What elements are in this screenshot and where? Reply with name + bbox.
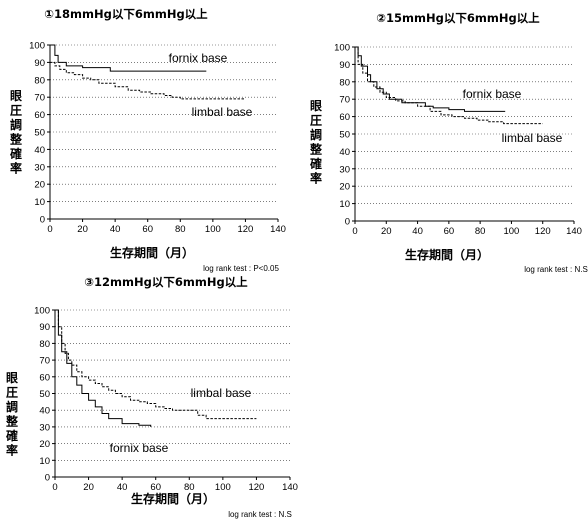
y-tick-label: 90: [39, 322, 50, 333]
y-tick-label: 10: [34, 197, 45, 208]
log-rank-annotation: log rank test : N.S: [524, 265, 588, 274]
y-tick-label: 80: [39, 339, 50, 350]
y-tick-label: 60: [34, 110, 45, 121]
y-tick-label: 100: [334, 43, 350, 54]
x-tick-label: 120: [535, 226, 551, 237]
x-tick-label: 20: [83, 482, 94, 493]
log-rank-annotation: log rank test : N.S: [228, 510, 292, 519]
y-tick-label: 50: [39, 389, 50, 400]
x-tick-label: 20: [381, 226, 392, 237]
y-tick-label: 70: [39, 356, 50, 367]
y-tick-label: 40: [39, 406, 50, 417]
series-line-limbal-base: [50, 61, 246, 100]
x-tick-label: 60: [444, 226, 455, 237]
series-line-fornix-base: [50, 44, 207, 72]
y-tick-label: 40: [339, 147, 350, 158]
x-tick-label: 0: [47, 224, 52, 235]
series-label: limbal base: [192, 105, 253, 119]
x-tick-label: 40: [117, 482, 128, 493]
series-line-limbal-base: [355, 46, 543, 125]
x-tick-label: 40: [412, 226, 423, 237]
series-label: limbal base: [502, 131, 563, 145]
series-label: fornix base: [169, 51, 228, 65]
series-line-fornix-base: [355, 46, 506, 112]
x-tick-label: 80: [475, 226, 486, 237]
y-tick-label: 30: [34, 162, 45, 173]
series-line-fornix-base: [55, 309, 152, 427]
series-label: fornix base: [463, 87, 522, 101]
series-label: limbal base: [191, 386, 252, 400]
x-tick-label: 80: [175, 224, 186, 235]
x-tick-label: 140: [282, 482, 298, 493]
y-tick-label: 0: [345, 217, 350, 228]
y-axis-label: 眼圧調整確率: [5, 371, 18, 458]
y-tick-label: 90: [34, 58, 45, 69]
x-tick-label: 100: [503, 226, 519, 237]
y-tick-label: 10: [39, 456, 50, 467]
y-tick-label: 0: [40, 215, 45, 226]
gridlines: [50, 44, 278, 202]
x-tick-label: 20: [77, 224, 88, 235]
x-tick-label: 100: [205, 224, 221, 235]
y-tick-label: 30: [39, 422, 50, 433]
x-tick-label: 120: [248, 482, 264, 493]
x-tick-label: 0: [352, 226, 357, 237]
survival-chart-1: ①18mmHg以下6mmHg以上 0 10 20 30 40 50 60 70 80 90 100 0 2…: [9, 7, 286, 273]
y-tick-label: 60: [39, 372, 50, 383]
y-tick-label: 70: [339, 95, 350, 106]
y-tick-label: 10: [339, 199, 350, 210]
y-tick-label: 100: [29, 41, 45, 52]
x-tick-label: 80: [184, 482, 195, 493]
y-axis-label: 眼圧調整確率: [309, 99, 322, 186]
y-tick-label: 50: [339, 130, 350, 141]
x-tick-label: 60: [142, 224, 153, 235]
x-axis-label: 生存期間（月）: [110, 245, 194, 260]
chart-title: ②15mmHg以下6mmHg以上: [376, 11, 540, 25]
x-tick-label: 140: [566, 226, 582, 237]
x-tick-label: 140: [270, 224, 286, 235]
series-line-limbal-base: [55, 309, 257, 420]
y-tick-label: 100: [34, 306, 50, 317]
y-tick-label: 80: [339, 77, 350, 88]
y-tick-label: 40: [34, 145, 45, 156]
chart-title: ③12mmHg以下6mmHg以上: [84, 275, 248, 289]
y-tick-label: 0: [45, 473, 50, 484]
y-tick-label: 70: [34, 93, 45, 104]
x-tick-label: 0: [52, 482, 57, 493]
x-tick-label: 40: [110, 224, 121, 235]
gridlines: [55, 309, 290, 461]
y-tick-label: 20: [339, 182, 350, 193]
gridlines: [355, 46, 574, 204]
series-label: fornix base: [110, 441, 169, 455]
x-tick-label: 100: [215, 482, 231, 493]
y-tick-label: 60: [339, 112, 350, 123]
x-tick-label: 60: [150, 482, 161, 493]
y-axis-label: 眼圧調整確率: [9, 89, 22, 176]
y-tick-label: 90: [339, 60, 350, 71]
y-tick-label: 80: [34, 75, 45, 86]
log-rank-annotation: log rank test : P<0.05: [203, 264, 279, 273]
chart-title: ①18mmHg以下6mmHg以上: [44, 7, 208, 21]
x-tick-label: 120: [237, 224, 253, 235]
survival-chart-2: ②15mmHg以下6mmHg以上 0 10 20 30 40 50 60 70 80 90 100 0 2…: [309, 11, 588, 274]
x-axis-label: 生存期間（月）: [131, 491, 215, 506]
y-tick-label: 20: [39, 439, 50, 450]
y-tick-label: 30: [339, 164, 350, 175]
x-axis-label: 生存期間（月）: [405, 247, 489, 262]
y-tick-label: 50: [34, 128, 45, 139]
survival-chart-3: ③12mmHg以下6mmHg以上 0 10 20 30 40 50 60 70 80 90 100 0 2…: [5, 275, 298, 519]
y-tick-label: 20: [34, 180, 45, 191]
